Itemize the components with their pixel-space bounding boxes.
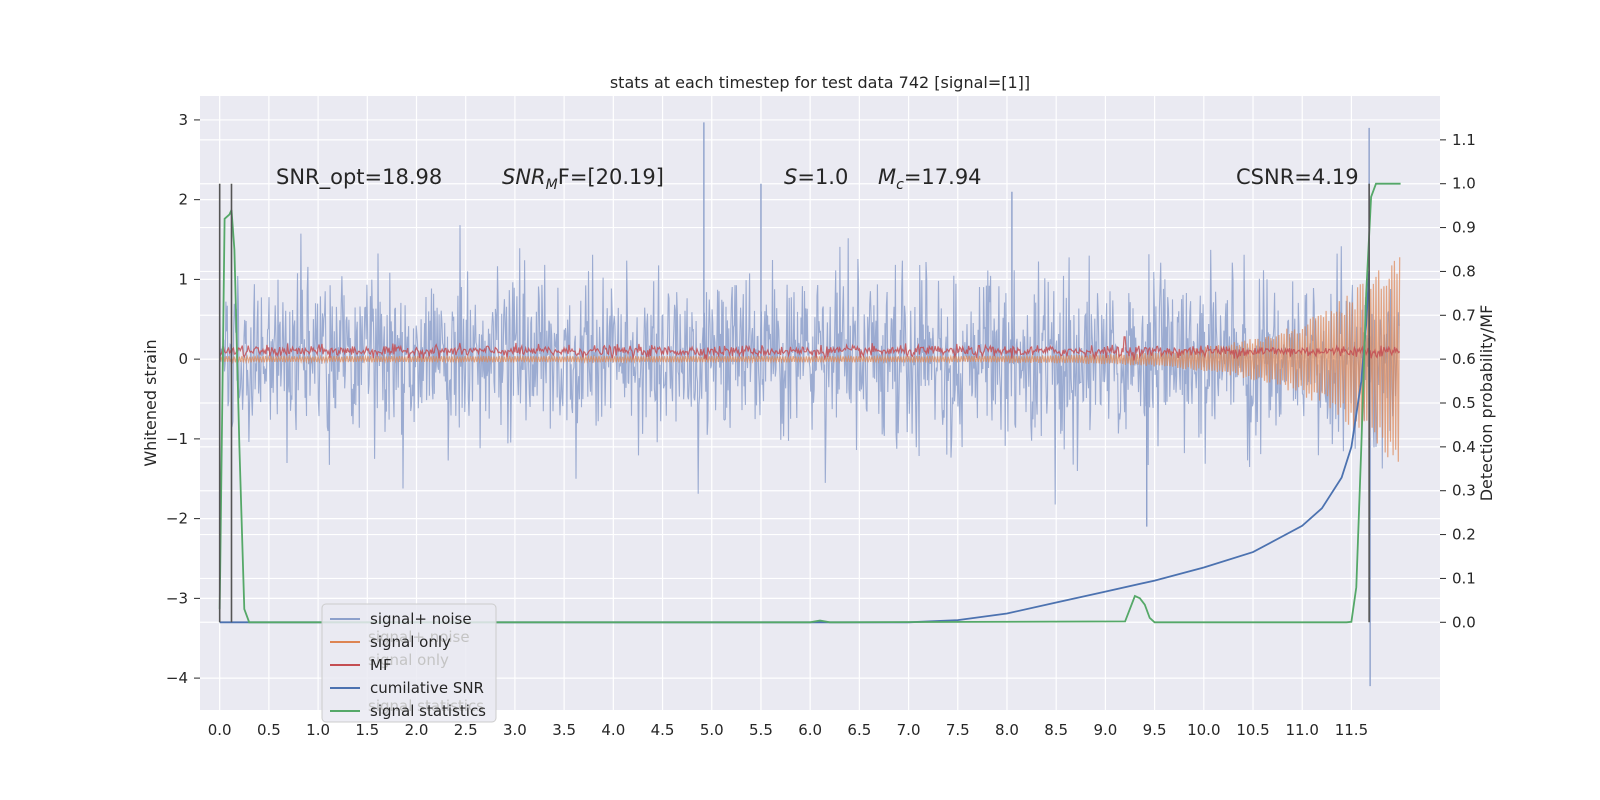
y-tick-label: −1	[166, 430, 188, 448]
x-tick-label: 7.0	[897, 721, 921, 739]
x-axis: 0.0 0.5 1.0 1.5 2.0 2.5 3.0 3.5 4.0 4.5 5.0 5.5 6.0 6…	[208, 721, 1368, 739]
y-tick-label: −3	[166, 589, 188, 607]
x-tick-label: 7.5	[946, 721, 970, 739]
y-right-tick-label: 0.2	[1452, 526, 1476, 544]
x-tick-label: 6.0	[798, 721, 822, 739]
x-tick-label: 10.0	[1187, 721, 1220, 739]
y-tick-label: 1	[178, 270, 188, 288]
legend-ghost-label-3: signal statistics	[368, 697, 484, 715]
x-tick-label: 8.5	[1044, 721, 1068, 739]
chart-title: stats at each timestep for test data 742…	[610, 73, 1030, 92]
legend-label: signal+ noise	[370, 610, 472, 628]
x-tick-label: 2.0	[405, 721, 429, 739]
annotation-snr-mf-rest: F=[20.19]	[558, 165, 664, 189]
x-tick-label: 1.0	[306, 721, 330, 739]
y-right-tick-label: 0.0	[1452, 613, 1476, 631]
legend-label: signal only	[370, 633, 451, 651]
annotation-csnr: CSNR=4.19	[1236, 165, 1359, 189]
annotation-mc-symbol: M	[878, 165, 896, 189]
y-right-tick-label: 0.3	[1452, 482, 1476, 500]
x-tick-label: 5.5	[749, 721, 773, 739]
y-tick-label: −2	[166, 510, 188, 528]
x-tick-label: 9.5	[1143, 721, 1167, 739]
legend-label: signal statistics	[370, 702, 486, 720]
series-layer	[218, 122, 1401, 687]
y-right-tick-label: 0.6	[1452, 350, 1476, 368]
x-tick-label: 11.5	[1335, 721, 1368, 739]
y-axis-title: Whitened strain	[141, 339, 160, 466]
series-mf	[219, 336, 1401, 361]
series-cumulative-snr	[219, 271, 1370, 624]
x-tick-label: 3.0	[503, 721, 527, 739]
vertical-lines	[218, 183, 1370, 623]
y-right-tick-label: 0.4	[1452, 438, 1476, 456]
annotation-mc: Mc=17.94	[878, 165, 982, 193]
y-tick-label: 0	[178, 350, 188, 368]
annotation-mc-value: =17.94	[904, 165, 982, 189]
x-tick-label: 0.0	[208, 721, 232, 739]
annotation-snr-mf-main: SNR	[502, 165, 546, 189]
legend-label: MF	[370, 656, 392, 674]
series-signal-noise	[219, 225, 1400, 505]
legend-ghost-label-2: signal only	[368, 651, 449, 669]
legend-label: cumilative SNR	[370, 679, 484, 697]
y-axis-right: 0.0 0.1 0.2 0.3 0.4 0.5 0.6 0.7 0.8 0.9 1.0 1.1	[1440, 131, 1476, 631]
x-tick-label: 3.5	[552, 721, 576, 739]
annotation-mc-sub: c	[896, 177, 904, 193]
x-tick-label: 2.5	[454, 721, 478, 739]
x-tick-label: 9.0	[1093, 721, 1117, 739]
y-right-tick-label: 0.7	[1452, 306, 1476, 324]
legend: signal+ noise signal only signal statist…	[321, 603, 497, 723]
y-tick-label: 3	[178, 111, 188, 129]
x-tick-label: 4.0	[601, 721, 625, 739]
annotation-s-symbol: S	[784, 165, 797, 189]
y-axis-left: −4 −3 −2 −1 0 1 2 3	[166, 111, 200, 687]
x-tick-label: 6.5	[847, 721, 871, 739]
y-right-tick-label: 1.1	[1452, 131, 1476, 149]
y-right-tick-label: 1.0	[1452, 175, 1476, 193]
y-tick-label: −4	[166, 669, 188, 687]
y-right-tick-label: 0.5	[1452, 394, 1476, 412]
x-tick-label: 10.5	[1236, 721, 1269, 739]
series-signal-statistics	[218, 182, 1401, 624]
y-right-tick-label: 0.1	[1452, 569, 1476, 587]
x-tick-label: 1.5	[355, 721, 379, 739]
x-tick-label: 11.0	[1286, 721, 1319, 739]
annotation-s-value: =1.0	[797, 165, 848, 189]
annotation-snr-opt: SNR_opt=18.98	[276, 165, 442, 190]
legend-ghost-label-1: signal+ noise	[368, 628, 470, 646]
series-signal-only	[219, 257, 1401, 462]
x-tick-label: 0.5	[257, 721, 281, 739]
x-tick-label: 5.0	[700, 721, 724, 739]
x-tick-label: 4.5	[651, 721, 675, 739]
annotation-snr-mf-sub: M	[546, 177, 558, 193]
legend-box	[321, 603, 497, 723]
y-right-tick-label: 0.8	[1452, 262, 1476, 280]
annotation-snr-mf: SNRMF=[20.19]	[502, 165, 664, 193]
annotation-s: S=1.0	[784, 165, 848, 189]
y-right-tick-label: 0.9	[1452, 219, 1476, 237]
y-tick-label: 2	[178, 191, 188, 209]
y-axis-right-title: Detection probability/MF	[1477, 305, 1496, 502]
x-tick-label: 8.0	[995, 721, 1019, 739]
